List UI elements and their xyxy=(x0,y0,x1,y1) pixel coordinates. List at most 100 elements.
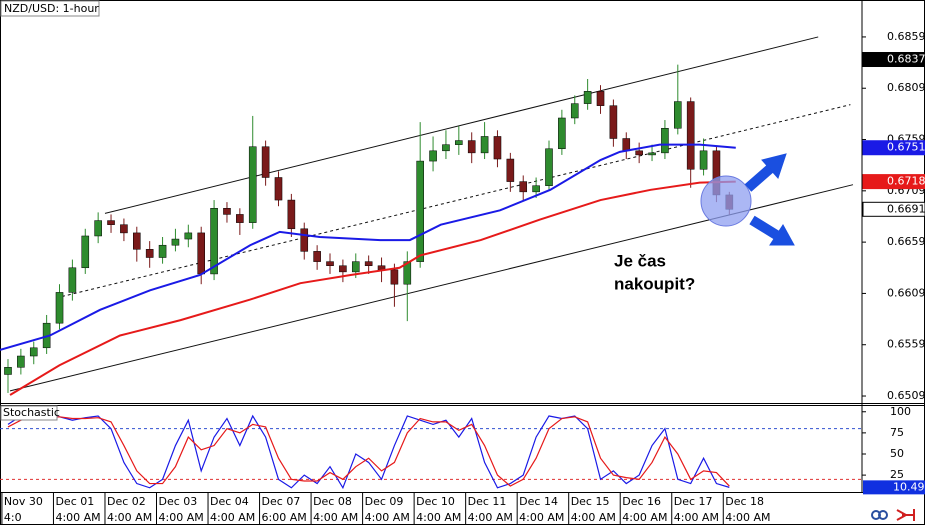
pane-title: Stochastic xyxy=(3,406,60,419)
y-tick-label: 50 xyxy=(890,447,904,460)
toolbar-icons[interactable] xyxy=(871,509,915,521)
candle-body xyxy=(133,232,141,250)
candle-body xyxy=(248,146,257,223)
y-tick-label: 0.6559 xyxy=(887,338,925,351)
scroll-icon[interactable] xyxy=(896,509,915,521)
candle-body xyxy=(493,136,502,160)
y-tick-label: 0.6609 xyxy=(887,286,925,299)
value-marker xyxy=(863,480,925,495)
candle-body xyxy=(467,140,476,154)
candle-body xyxy=(442,144,450,152)
time-label: 4:00 AM xyxy=(159,511,204,524)
price-marker-label: 0.6718 xyxy=(887,175,925,188)
candle-body xyxy=(480,136,489,154)
time-label: 4:00 AM xyxy=(571,511,616,524)
candle-body xyxy=(313,251,321,262)
price-marker xyxy=(862,52,925,68)
time-label: 4:00 AM xyxy=(107,511,152,524)
candle-body xyxy=(635,150,643,156)
candle-body xyxy=(197,232,205,275)
moving-average xyxy=(0,143,736,351)
candle-body xyxy=(184,232,193,240)
candle-body xyxy=(429,150,437,162)
link-icon[interactable] xyxy=(878,510,888,520)
candle-body xyxy=(674,101,682,129)
candle-body xyxy=(274,177,283,201)
candle-body xyxy=(55,292,64,324)
candle-body xyxy=(364,261,373,266)
candle-body xyxy=(236,214,244,223)
time-label: 4:00 AM xyxy=(468,511,513,524)
candle-body xyxy=(596,91,605,106)
highlight-circle xyxy=(700,175,752,227)
stochastic-line xyxy=(7,416,730,487)
value-marker-label: 10.49 xyxy=(893,480,925,493)
candle-body xyxy=(532,185,540,193)
x-tick-label: Nov 30 xyxy=(4,495,43,508)
x-tick-label: Dec 17 xyxy=(674,495,713,508)
x-tick-label: Dec 03 xyxy=(159,495,198,508)
candle-body xyxy=(223,208,231,215)
candle-body xyxy=(261,146,270,178)
candle-body xyxy=(570,103,579,119)
candle-body xyxy=(145,249,154,258)
time-label: 4:00 AM xyxy=(416,511,461,524)
candle-body xyxy=(583,91,592,104)
candle-body xyxy=(351,261,360,273)
candle-body xyxy=(558,117,566,150)
y-tick-label: 25 xyxy=(890,468,904,481)
candle-body xyxy=(661,127,669,154)
y-tick-label: 75 xyxy=(890,426,904,439)
pane-title-box xyxy=(0,405,58,421)
candle-body xyxy=(326,261,334,266)
candle-body xyxy=(94,220,102,237)
annotation: Je čas xyxy=(614,251,666,270)
candle-body xyxy=(416,160,424,262)
y-tick-label: 0.6509 xyxy=(887,389,925,402)
axes: 0.68590.68090.67590.67090.66590.66090.65… xyxy=(1,30,925,525)
main-pane xyxy=(0,36,854,396)
y-tick-label: 100 xyxy=(890,405,911,418)
candle-body xyxy=(17,355,25,368)
candle-body xyxy=(545,148,553,186)
price-marker xyxy=(862,140,925,156)
time-label: 4:00 AM xyxy=(725,511,770,524)
candle-body xyxy=(403,261,412,285)
time-label: 6:00 AM xyxy=(262,511,307,524)
arrow-up xyxy=(744,163,776,192)
candle-body xyxy=(390,269,399,285)
stochastic-pane xyxy=(0,414,862,490)
candle-body xyxy=(287,199,296,230)
candle-body xyxy=(609,105,618,139)
candle-body xyxy=(158,244,167,258)
candle-body xyxy=(4,367,12,375)
arrow-head xyxy=(761,153,787,179)
price-marker xyxy=(862,201,925,217)
candle-body xyxy=(622,138,631,152)
candle-body xyxy=(648,152,656,156)
x-tick-label: Dec 08 xyxy=(313,495,352,508)
candle-body xyxy=(171,238,180,246)
candle-body xyxy=(699,150,708,170)
candle-body xyxy=(686,101,695,170)
trend-line xyxy=(104,36,819,214)
time-label: 4:00 AM xyxy=(210,511,255,524)
chart-title: NZD/USD: 1-hour xyxy=(4,2,99,15)
price-marker-label: 0.6837 xyxy=(887,53,925,66)
candle-body xyxy=(29,347,38,357)
x-tick-label: Dec 04 xyxy=(210,495,249,508)
time-label: 4:00 AM xyxy=(55,511,100,524)
x-tick-label: Dec 15 xyxy=(571,495,610,508)
arrow-head xyxy=(769,224,795,246)
candle-body xyxy=(519,181,528,193)
x-tick-label: Dec 14 xyxy=(519,495,558,508)
candle-body xyxy=(210,208,218,275)
candle-body xyxy=(81,235,90,269)
x-tick-label: Dec 02 xyxy=(107,495,146,508)
y-tick-label: 0.6659 xyxy=(887,235,925,248)
time-label: 4:00 AM xyxy=(313,511,358,524)
candle-body xyxy=(455,140,463,145)
y-tick-label: 0.6859 xyxy=(887,30,925,43)
x-tick-label: Dec 11 xyxy=(468,495,507,508)
time-label: 4:00 AM xyxy=(365,511,410,524)
